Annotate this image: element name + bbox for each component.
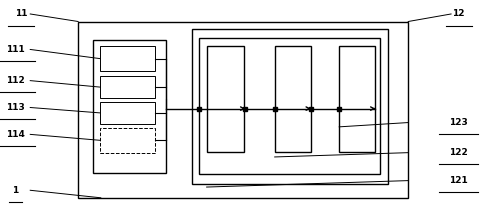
Bar xyxy=(192,29,388,184)
Text: 114: 114 xyxy=(6,130,25,139)
Bar xyxy=(78,22,408,198)
Text: 113: 113 xyxy=(6,103,25,112)
Text: 122: 122 xyxy=(449,148,468,157)
Bar xyxy=(275,46,311,152)
Bar xyxy=(100,102,155,124)
Bar xyxy=(339,46,375,152)
Text: 121: 121 xyxy=(449,176,468,185)
Bar xyxy=(207,46,244,152)
Text: 12: 12 xyxy=(453,9,465,18)
Text: 111: 111 xyxy=(6,45,25,54)
Bar xyxy=(199,38,380,174)
Text: 11: 11 xyxy=(15,9,27,18)
Bar xyxy=(100,128,155,153)
Text: 112: 112 xyxy=(6,76,25,85)
Bar xyxy=(100,76,155,98)
Text: 123: 123 xyxy=(449,118,468,127)
Bar xyxy=(100,46,155,71)
Bar xyxy=(93,40,166,173)
Text: 1: 1 xyxy=(12,186,18,195)
